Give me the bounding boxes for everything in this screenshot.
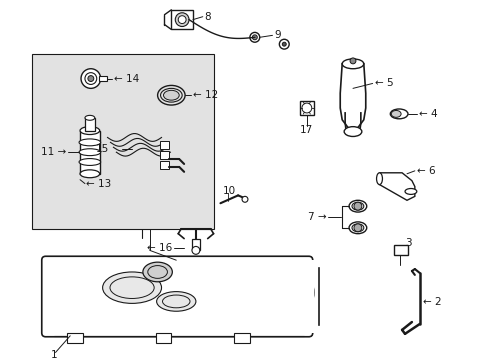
- Circle shape: [353, 202, 361, 210]
- Circle shape: [88, 76, 94, 81]
- Ellipse shape: [344, 127, 361, 136]
- Ellipse shape: [80, 170, 100, 178]
- Ellipse shape: [389, 109, 407, 119]
- Bar: [80, 131, 100, 174]
- Text: 11 →: 11 →: [41, 147, 66, 157]
- Text: ← 14: ← 14: [114, 73, 140, 84]
- Ellipse shape: [348, 200, 366, 212]
- Text: ← 16: ← 16: [147, 243, 172, 253]
- Ellipse shape: [142, 262, 172, 282]
- Text: ← 2: ← 2: [422, 297, 441, 307]
- Text: 1: 1: [50, 350, 57, 360]
- Ellipse shape: [163, 90, 179, 100]
- Circle shape: [282, 42, 285, 46]
- Bar: [171, 10, 193, 30]
- Bar: [32, 54, 213, 229]
- Text: ← 4: ← 4: [418, 109, 436, 119]
- Circle shape: [178, 16, 186, 23]
- Circle shape: [301, 103, 311, 113]
- Bar: [192, 239, 200, 250]
- Ellipse shape: [390, 111, 400, 117]
- Ellipse shape: [79, 149, 101, 156]
- Circle shape: [81, 69, 101, 88]
- Circle shape: [192, 247, 200, 254]
- FancyBboxPatch shape: [41, 256, 312, 337]
- Bar: [155, 333, 171, 343]
- Ellipse shape: [348, 222, 366, 234]
- Bar: [159, 151, 169, 159]
- Text: ← 12: ← 12: [193, 90, 218, 100]
- Circle shape: [249, 32, 259, 42]
- Polygon shape: [379, 173, 414, 200]
- Circle shape: [85, 73, 97, 85]
- Text: 3: 3: [404, 238, 411, 248]
- Bar: [299, 101, 313, 115]
- Ellipse shape: [79, 139, 101, 146]
- Bar: [234, 333, 249, 343]
- Ellipse shape: [264, 266, 313, 320]
- Ellipse shape: [102, 272, 161, 303]
- Ellipse shape: [80, 127, 100, 135]
- Bar: [85, 118, 95, 131]
- Circle shape: [242, 196, 247, 202]
- Bar: [67, 333, 83, 343]
- Ellipse shape: [342, 59, 363, 69]
- Circle shape: [349, 58, 355, 64]
- Circle shape: [279, 39, 288, 49]
- Circle shape: [353, 224, 361, 232]
- Text: 8: 8: [204, 12, 211, 22]
- Circle shape: [252, 35, 257, 40]
- Text: 10: 10: [222, 186, 235, 197]
- Text: 17: 17: [300, 125, 313, 135]
- Ellipse shape: [404, 189, 416, 194]
- Bar: [393, 246, 407, 255]
- Ellipse shape: [85, 115, 95, 120]
- Bar: [159, 161, 169, 169]
- Text: ← 6: ← 6: [416, 166, 434, 176]
- Bar: [274, 260, 313, 333]
- Text: ← 5: ← 5: [374, 78, 392, 89]
- Text: 15: 15: [96, 144, 109, 154]
- Bar: [159, 141, 169, 149]
- Ellipse shape: [376, 173, 382, 185]
- Ellipse shape: [156, 292, 196, 311]
- Text: 9: 9: [274, 30, 281, 40]
- Bar: [99, 76, 106, 81]
- Ellipse shape: [79, 158, 101, 166]
- Circle shape: [175, 13, 189, 27]
- Text: ← 13: ← 13: [86, 179, 111, 189]
- Text: 7 →: 7 →: [307, 212, 326, 222]
